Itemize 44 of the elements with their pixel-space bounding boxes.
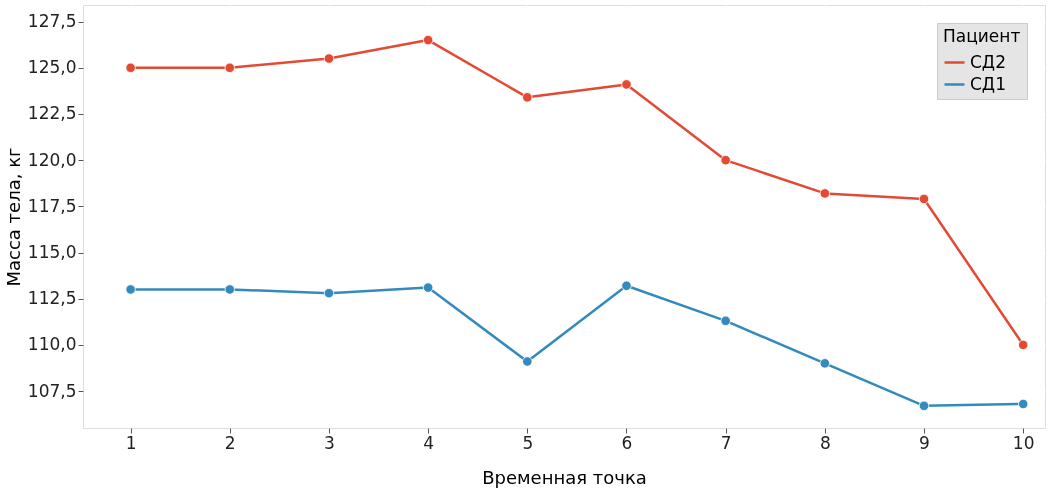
point <box>422 34 434 46</box>
x-tick-label: 4 <box>423 432 435 453</box>
y-tick-label: 117,5 <box>27 195 77 216</box>
point <box>125 284 136 295</box>
y-tick-label: 107,5 <box>27 380 77 401</box>
x-tick-label: 10 <box>1012 432 1035 453</box>
point <box>720 315 731 326</box>
point <box>720 155 731 166</box>
point <box>819 188 830 199</box>
point <box>323 53 335 64</box>
point <box>323 288 335 299</box>
point <box>918 400 930 411</box>
legend-label: СД1 <box>970 73 1006 94</box>
y-tick-label: 120,0 <box>27 149 77 170</box>
point <box>522 92 533 103</box>
point <box>1018 339 1029 351</box>
x-tick-label: 7 <box>720 432 732 453</box>
point <box>1018 398 1029 410</box>
x-tick-label: 6 <box>621 432 633 453</box>
x-tick-label: 5 <box>522 432 534 453</box>
y-tick-label: 115,0 <box>27 242 77 263</box>
point <box>918 193 930 205</box>
y-tick-label: 125,0 <box>27 57 77 78</box>
legend-title: Пациент <box>943 26 1021 46</box>
point <box>621 280 632 291</box>
x-tick-label: 1 <box>125 432 137 453</box>
point <box>522 356 533 367</box>
legend-label: СД2 <box>970 51 1006 72</box>
y-tick-label: 122,5 <box>27 103 77 124</box>
point <box>422 282 434 293</box>
x-tick-label: 8 <box>819 432 831 453</box>
point <box>819 358 830 369</box>
x-tick-label: 2 <box>224 432 236 453</box>
x-axis-title: Временная точка <box>482 466 647 488</box>
point <box>224 62 235 73</box>
y-axis-title: Масса тела, кг <box>2 147 24 287</box>
y-tick-label: 110,0 <box>27 334 77 355</box>
x-tick-label: 9 <box>919 432 930 453</box>
y-tick-label: 112,5 <box>27 288 77 309</box>
y-tick-label: 127,5 <box>27 11 77 32</box>
x-tick-label: 3 <box>324 432 335 453</box>
point <box>125 62 136 73</box>
point <box>621 79 632 90</box>
point <box>224 284 235 295</box>
